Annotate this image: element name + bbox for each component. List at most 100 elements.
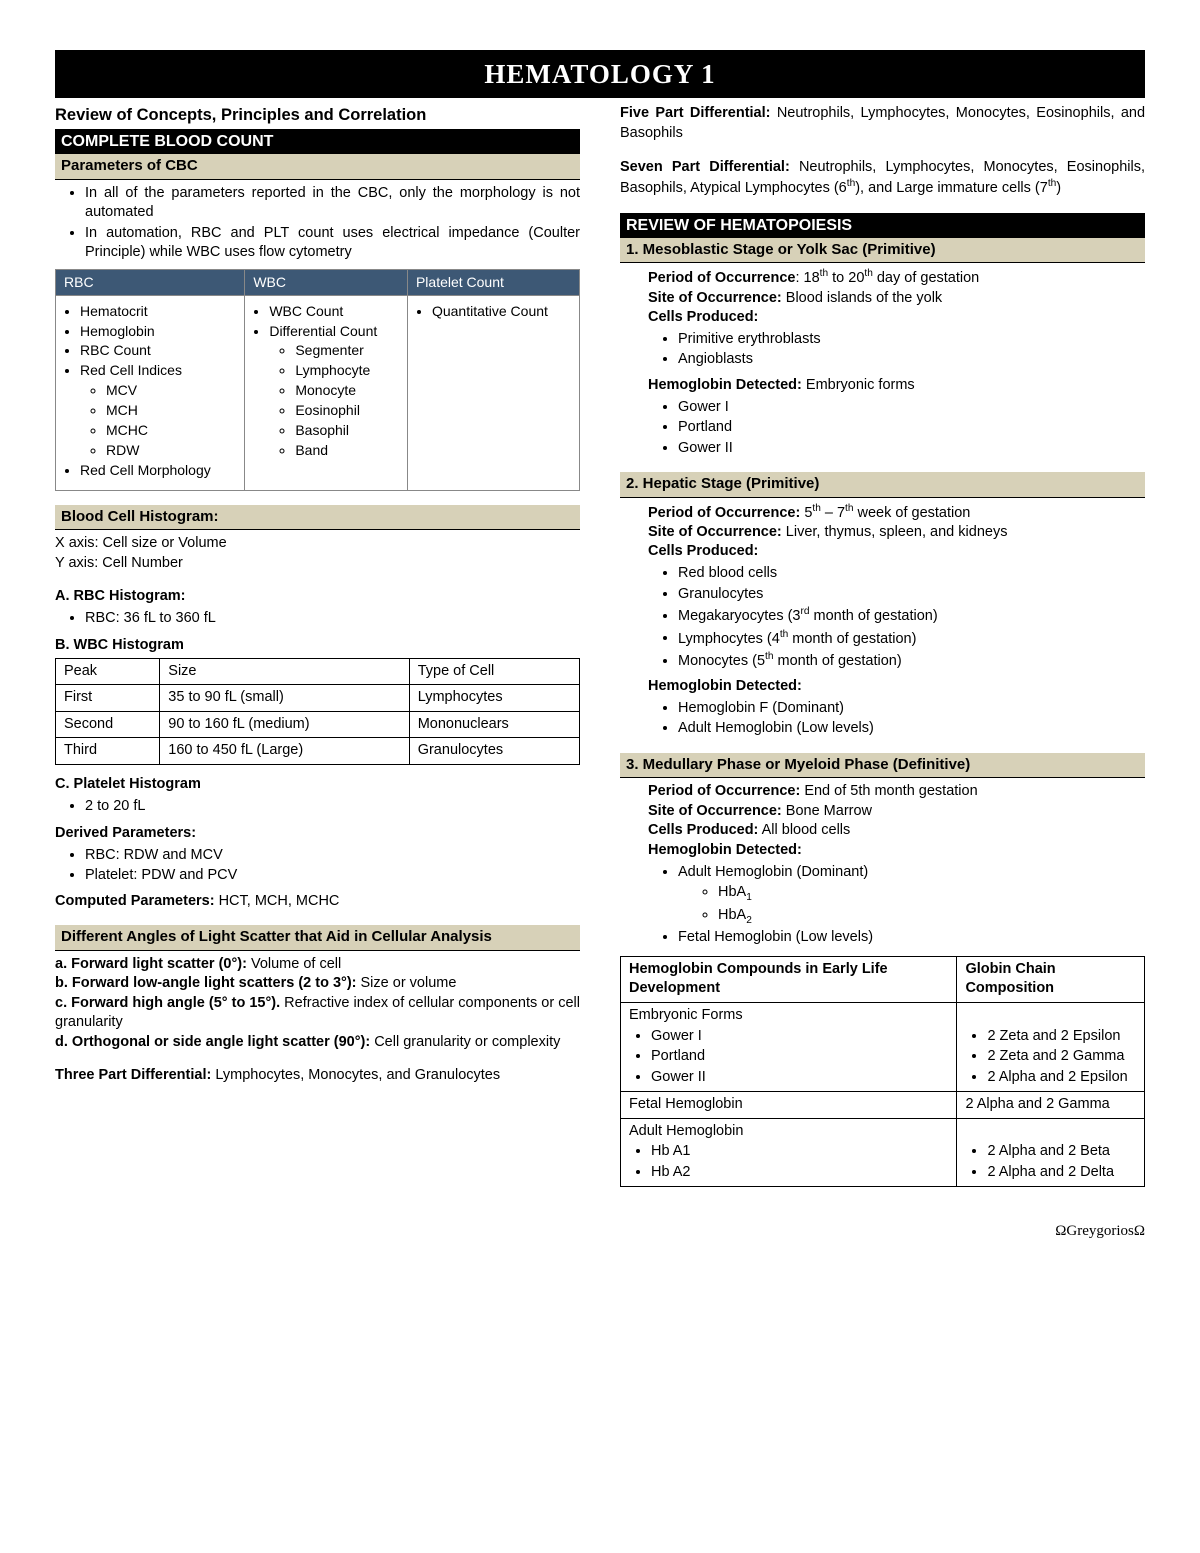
table-cell: Granulocytes [409, 738, 579, 765]
list-item: Differential Count Segmenter Lymphocyte … [269, 322, 401, 460]
list-item: HbA2 [718, 906, 1145, 928]
params-header: Parameters of CBC [55, 154, 580, 179]
list-item: 2 Zeta and 2 Gamma [987, 1047, 1136, 1067]
scatter-d: d. Orthogonal or side angle light scatte… [55, 1033, 580, 1053]
scatter-header: Different Angles of Light Scatter that A… [55, 925, 580, 950]
cbc-header: COMPLETE BLOOD COUNT [55, 129, 580, 155]
list-item: Hematocrit [80, 302, 238, 321]
list-item: Red blood cells [678, 564, 1145, 584]
table-cell: Fetal Hemoglobin [621, 1092, 957, 1119]
list-item: Adult Hemoglobin (Low levels) [678, 719, 1145, 739]
list-item: 2 to 20 fL [85, 797, 580, 817]
list-item: 2 Alpha and 2 Epsilon [987, 1068, 1136, 1088]
table-cell: 160 to 450 fL (Large) [160, 738, 409, 765]
list-item: Angioblasts [678, 350, 1145, 370]
params-list: In all of the parameters reported in the… [55, 184, 580, 263]
stage2-header: 2. Hepatic Stage (Primitive) [620, 472, 1145, 497]
derived-list: RBC: RDW and MCV Platelet: PDW and PCV [55, 846, 580, 886]
table-header: Hemoglobin Compounds in Early Life Devel… [621, 956, 957, 1002]
histogram-header: Blood Cell Histogram: [55, 505, 580, 530]
list-item: Eosinophil [295, 401, 401, 420]
computed-line: Computed Parameters: HCT, MCH, MCHC [55, 892, 580, 912]
rbc-histo-list: RBC: 36 fL to 360 fL [55, 609, 580, 629]
list-item: In all of the parameters reported in the… [85, 184, 580, 223]
right-column: Five Part Differential: Neutrophils, Lym… [620, 104, 1145, 1191]
list-item: Lymphocyte [295, 361, 401, 380]
list-item: Segmenter [295, 341, 401, 360]
list-item: Portland [651, 1047, 948, 1067]
list-item: Gower I [678, 398, 1145, 418]
table-cell: Lymphocytes [409, 685, 579, 712]
table-cell: Second [56, 711, 160, 738]
list-item: RBC Count [80, 341, 238, 360]
stage2-body: Period of Occurrence: 5th – 7th week of … [620, 502, 1145, 740]
th-plt: Platelet Count [407, 269, 579, 295]
wbc-histogram-table: Peak Size Type of Cell First 35 to 90 fL… [55, 658, 580, 765]
list-item: 2 Alpha and 2 Delta [987, 1163, 1136, 1183]
table-cell: 2 Alpha and 2 Beta 2 Alpha and 2 Delta [957, 1118, 1145, 1187]
list-item: Adult Hemoglobin (Dominant) HbA1 HbA2 [678, 863, 1145, 928]
list-item: Red Cell Indices MCV MCH MCHC RDW [80, 361, 238, 459]
scatter-c: c. Forward high angle (5° to 15°). Refra… [55, 994, 580, 1033]
list-item: Hb A2 [651, 1163, 948, 1183]
list-item: Band [295, 441, 401, 460]
list-item: Gower II [651, 1068, 948, 1088]
stage3-body: Period of Occurrence: End of 5th month g… [620, 782, 1145, 948]
list-item: Red Cell Morphology [80, 461, 238, 480]
list-item: Monocyte [295, 381, 401, 400]
table-cell: 90 to 160 fL (medium) [160, 711, 409, 738]
th-rbc: RBC [56, 269, 245, 295]
table-cell: 2 Zeta and 2 Epsilon 2 Zeta and 2 Gamma … [957, 1002, 1145, 1091]
table-header: Globin Chain Composition [957, 956, 1145, 1002]
scatter-b: b. Forward low-angle light scatters (2 t… [55, 974, 580, 994]
list-item: Granulocytes [678, 585, 1145, 605]
list-item: Fetal Hemoglobin (Low levels) [678, 928, 1145, 948]
list-item: Primitive erythroblasts [678, 330, 1145, 350]
hemoglobin-table: Hemoglobin Compounds in Early Life Devel… [620, 956, 1145, 1188]
table-cell: Peak [56, 658, 160, 685]
seven-part: Seven Part Differential: Neutrophils, Ly… [620, 158, 1145, 199]
five-part: Five Part Differential: Neutrophils, Lym… [620, 104, 1145, 143]
list-item: WBC Count [269, 302, 401, 321]
hematopoiesis-header: REVIEW OF HEMATOPOIESIS [620, 213, 1145, 239]
page-footer: ΩGreygoriosΩ [55, 1221, 1145, 1241]
list-item: RDW [106, 441, 238, 460]
list-item: MCH [106, 401, 238, 420]
stage1-body: Period of Occurrence: 18th to 20th day o… [620, 267, 1145, 458]
th-wbc: WBC [245, 269, 408, 295]
table-cell: Adult Hemoglobin Hb A1 Hb A2 [621, 1118, 957, 1187]
plt-cell: Quantitative Count [407, 295, 579, 490]
three-part: Three Part Differential: Lymphocytes, Mo… [55, 1066, 580, 1086]
list-item: Hemoglobin F (Dominant) [678, 699, 1145, 719]
plt-histo-heading: C. Platelet Histogram [55, 775, 580, 795]
list-item: Platelet: PDW and PCV [85, 866, 580, 886]
wbc-histo-heading: B. WBC Histogram [55, 636, 580, 656]
list-item: In automation, RBC and PLT count uses el… [85, 224, 580, 263]
list-item: 2 Zeta and 2 Epsilon [987, 1027, 1136, 1047]
list-item: Monocytes (5th month of gestation) [678, 650, 1145, 671]
table-cell: Type of Cell [409, 658, 579, 685]
table-cell: 2 Alpha and 2 Gamma [957, 1092, 1145, 1119]
y-axis-text: Y axis: Cell Number [55, 554, 580, 574]
stage3-header: 3. Medullary Phase or Myeloid Phase (Def… [620, 753, 1145, 778]
rbc-cell: Hematocrit Hemoglobin RBC Count Red Cell… [56, 295, 245, 490]
table-cell: Size [160, 658, 409, 685]
scatter-a: a. Forward light scatter (0°): Volume of… [55, 955, 580, 975]
list-item: Quantitative Count [432, 302, 573, 321]
wbc-cell: WBC Count Differential Count Segmenter L… [245, 295, 408, 490]
list-item: Basophil [295, 421, 401, 440]
list-item: Hemoglobin [80, 322, 238, 341]
page-title: HEMATOLOGY 1 [55, 50, 1145, 98]
table-cell: Embryonic Forms Gower I Portland Gower I… [621, 1002, 957, 1091]
plt-histo-list: 2 to 20 fL [55, 797, 580, 817]
table-cell: First [56, 685, 160, 712]
list-item: Portland [678, 418, 1145, 438]
list-item: Megakaryocytes (3rd month of gestation) [678, 605, 1145, 626]
table-cell: Mononuclears [409, 711, 579, 738]
left-column: Review of Concepts, Principles and Corre… [55, 104, 580, 1191]
list-item: Lymphocytes (4th month of gestation) [678, 628, 1145, 649]
list-item: Gower I [651, 1027, 948, 1047]
stage1-header: 1. Mesoblastic Stage or Yolk Sac (Primit… [620, 238, 1145, 263]
review-heading: Review of Concepts, Principles and Corre… [55, 104, 580, 126]
table-cell: 35 to 90 fL (small) [160, 685, 409, 712]
